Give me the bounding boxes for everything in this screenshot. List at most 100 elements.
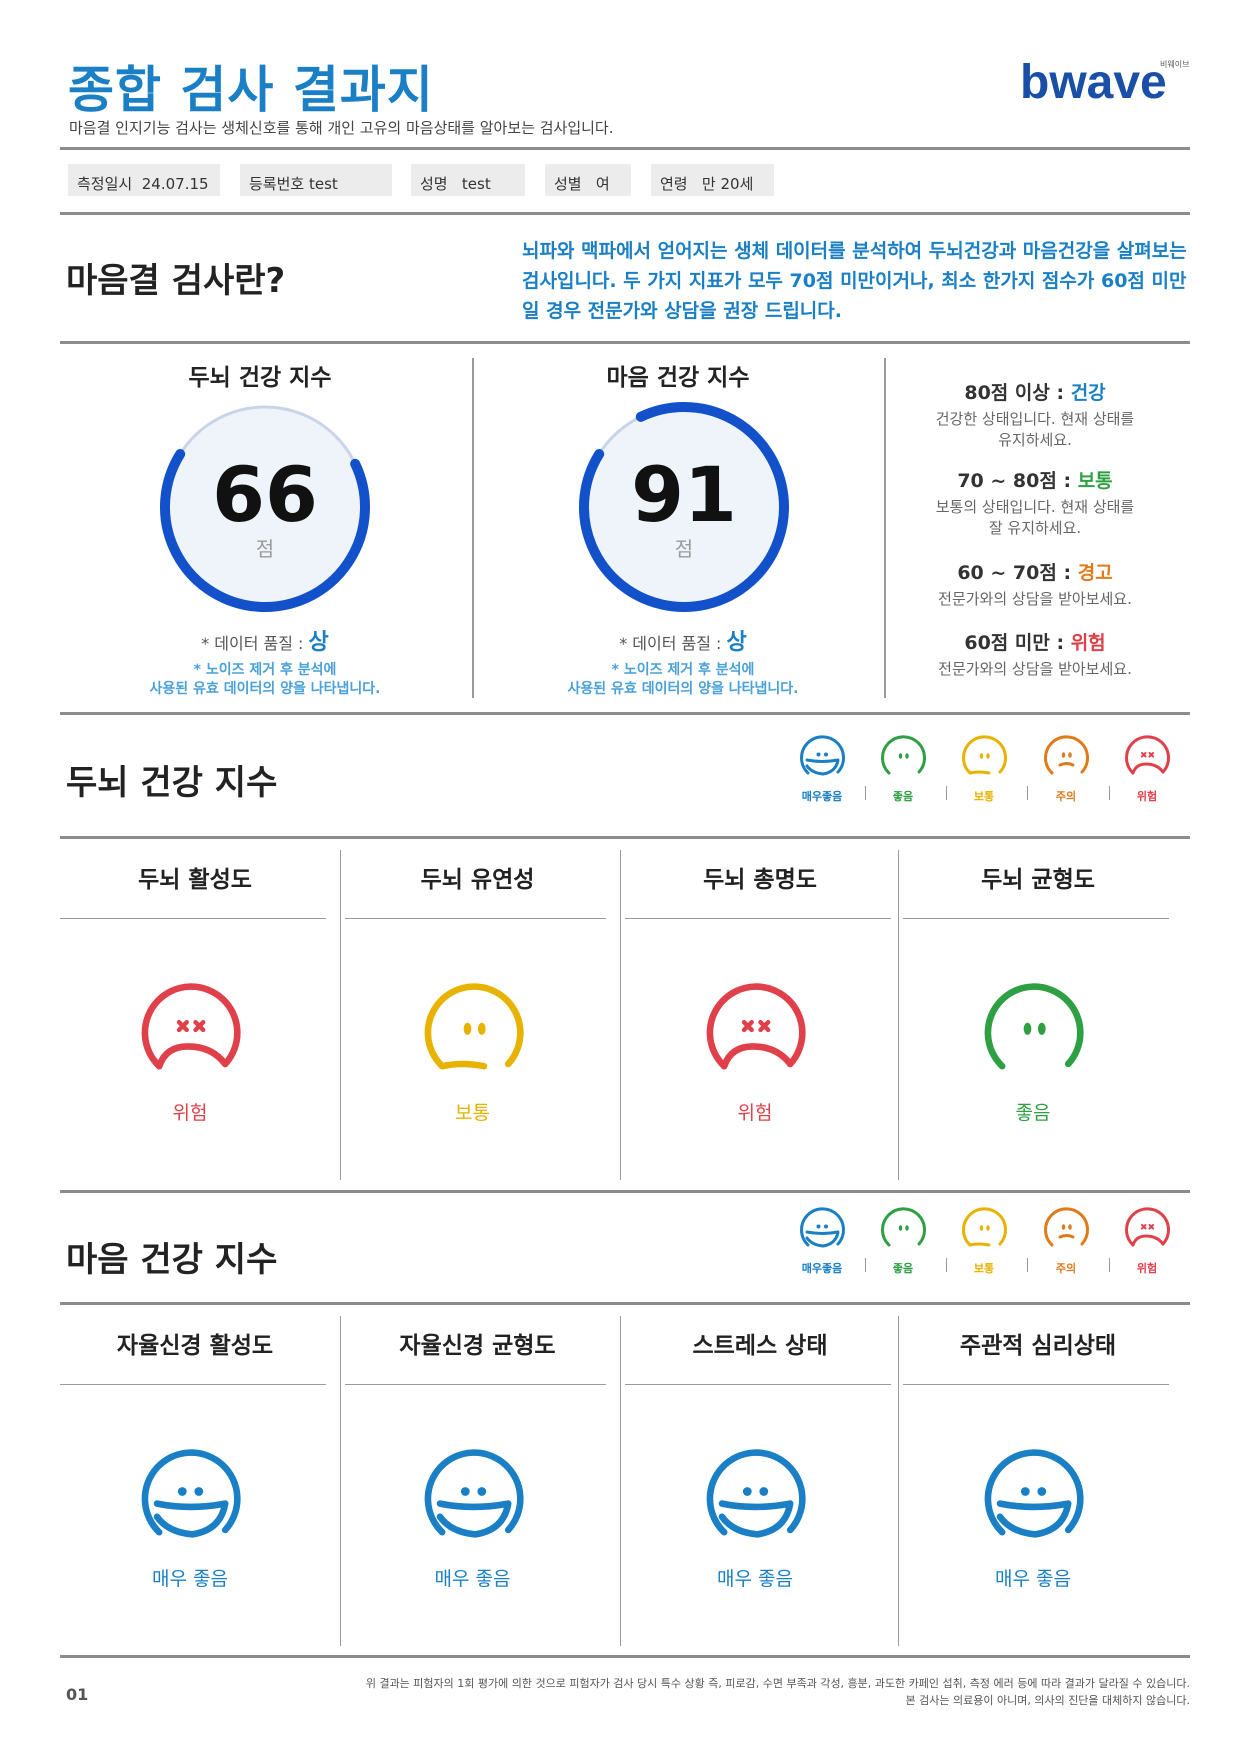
brain-section-heading: 두뇌 건강 지수 (66, 763, 278, 803)
mind-card-status: 매우 좋음 (717, 1568, 793, 1590)
face-legend-label: 보통 (973, 790, 995, 803)
brain-card-title: 두뇌 총명도 (703, 867, 817, 893)
mind-index-title: 마음 건강 지수 (606, 365, 750, 391)
brain-quality-note: * 노이즈 제거 후 분석에 사용된 유효 데이터의 양을 나타냅니다. (149, 662, 381, 697)
divider (60, 712, 1190, 715)
legend-separator (1027, 786, 1028, 800)
about-text: 뇌파와 맥파에서 얻어지는 생체 데이터를 분석하여 두뇌건강과 마음건강을 살… (522, 240, 1187, 322)
face-legend-label: 보통 (973, 1262, 995, 1275)
face-legend-label: 좋음 (892, 790, 914, 803)
about-heading: 마음결 검사란? (66, 261, 286, 301)
divider (60, 1655, 1190, 1658)
face-legend-label: 위험 (1136, 790, 1158, 803)
svg-text:bwave: bwave (1020, 56, 1167, 108)
mind-data-quality-value: 상 (726, 630, 747, 655)
very-good-face-icon (135, 1442, 245, 1552)
footer-disclaimer: 위 결과는 피험자의 1회 평가에 의한 것으로 피험자가 검사 당시 특수 상… (365, 1677, 1190, 1707)
mind-card-status: 매우 좋음 (152, 1568, 228, 1590)
divider (60, 1190, 1190, 1193)
score-legend-normal: 70 ~ 80점 : 보통 보통의 상태입니다. 현재 상태를 잘 유지하세요. (935, 470, 1135, 537)
card-column-divider (620, 850, 621, 1180)
card-divider (625, 918, 891, 919)
good-face-icon: 좋음 (873, 1204, 933, 1276)
score-legend-healthy: 80점 이상 : 건강 건강한 상태입니다. 현재 상태를 유지하세요. (935, 382, 1135, 449)
mind-data-quality: * 데이터 품질 : 상 (619, 630, 747, 655)
normal-face-icon: 보통 (954, 732, 1014, 804)
face-legend-label: 좋음 (892, 1262, 914, 1275)
card-divider (60, 1384, 326, 1385)
mind-index-gauge (579, 402, 789, 612)
danger-face-icon (135, 976, 245, 1086)
danger-face-icon: 위험 (1117, 732, 1177, 804)
card-divider (903, 1384, 1169, 1385)
divider (60, 836, 1190, 839)
brain-index-title: 두뇌 건강 지수 (188, 365, 332, 391)
score-legend-danger: 60점 미만 : 위험 전문가와의 상담을 받아보세요. (938, 632, 1132, 678)
face-legend-label: 매우좋음 (801, 1262, 843, 1275)
mind-card-title: 자율신경 활성도 (116, 1333, 274, 1359)
brain-index-unit: 점 (255, 537, 275, 561)
bwave-logo: bwave (1020, 56, 1167, 108)
divider (60, 341, 1190, 344)
face-legend-label: 주의 (1055, 790, 1077, 803)
face-legend-label: 위험 (1136, 1262, 1158, 1275)
divider (60, 212, 1190, 215)
info-date: 측정일시 24.07.15 (68, 164, 220, 196)
brain-index-gauge (160, 405, 370, 612)
legend-separator (1109, 1258, 1110, 1272)
card-divider (345, 1384, 606, 1385)
legend-separator (865, 1258, 866, 1272)
divider (60, 1302, 1190, 1305)
mind-index-score: 91 (631, 450, 737, 539)
card-column-divider (340, 1316, 341, 1646)
danger-face-icon: 위험 (1117, 1204, 1177, 1276)
caution-face-icon: 주의 (1036, 732, 1096, 804)
mind-index-unit: 점 (674, 537, 694, 561)
legend-separator (1027, 1258, 1028, 1272)
brain-card-title: 두뇌 활성도 (138, 867, 252, 893)
danger-face-icon (700, 976, 810, 1086)
page-subtitle: 마음결 인지기능 검사는 생체신호를 통해 개인 고유의 마음상태를 알아보는 … (69, 119, 614, 137)
normal-face-icon: 보통 (954, 1204, 1014, 1276)
mind-card-status: 매우 좋음 (434, 1568, 511, 1590)
good-face-icon: 좋음 (873, 732, 933, 804)
very-good-face-icon (700, 1442, 810, 1552)
very-good-face-icon: 매우좋음 (792, 732, 852, 804)
card-column-divider (340, 850, 341, 1180)
card-divider (903, 918, 1169, 919)
brain-data-quality: * 데이터 품질 : 상 (201, 630, 329, 655)
legend-separator (865, 786, 866, 800)
brain-card-status: 위험 (737, 1102, 773, 1124)
info-reg-number: 등록번호 test (240, 164, 392, 196)
face-legend-label: 주의 (1055, 1262, 1077, 1275)
mind-card-status: 매우 좋음 (995, 1568, 1071, 1590)
card-column-divider (898, 850, 899, 1180)
brain-card-status: 위험 (172, 1102, 208, 1124)
good-face-icon (978, 976, 1088, 1086)
page-number: 01 (66, 1685, 89, 1704)
info-name: 성명 test (411, 164, 525, 196)
very-good-face-icon (978, 1442, 1088, 1552)
caution-face-icon: 주의 (1036, 1204, 1096, 1276)
divider (60, 147, 1190, 150)
info-age: 연령 만 20세 (651, 164, 774, 196)
card-divider (625, 1384, 891, 1385)
score-legend-warning: 60 ~ 70점 : 경고 전문가와의 상담을 받아보세요. (938, 562, 1132, 608)
mind-card-title: 스트레스 상태 (692, 1333, 828, 1359)
panel-divider (884, 358, 886, 698)
brain-data-quality-value: 상 (308, 630, 329, 655)
panel-divider (472, 358, 474, 698)
brain-card-title: 두뇌 균형도 (981, 867, 1095, 893)
face-legend-label: 매우좋음 (801, 790, 843, 803)
card-divider (345, 918, 606, 919)
mind-section-heading: 마음 건강 지수 (66, 1240, 278, 1280)
very-good-face-icon (418, 1442, 528, 1552)
legend-separator (1109, 786, 1110, 800)
brain-index-score: 66 (212, 450, 318, 539)
brain-card-status: 좋음 (1015, 1102, 1051, 1124)
brain-card-title: 두뇌 유연성 (420, 867, 535, 893)
info-gender: 성별 여 (545, 164, 631, 196)
legend-separator (946, 786, 947, 800)
logo-subtext: 비웨이브 (1160, 60, 1190, 69)
